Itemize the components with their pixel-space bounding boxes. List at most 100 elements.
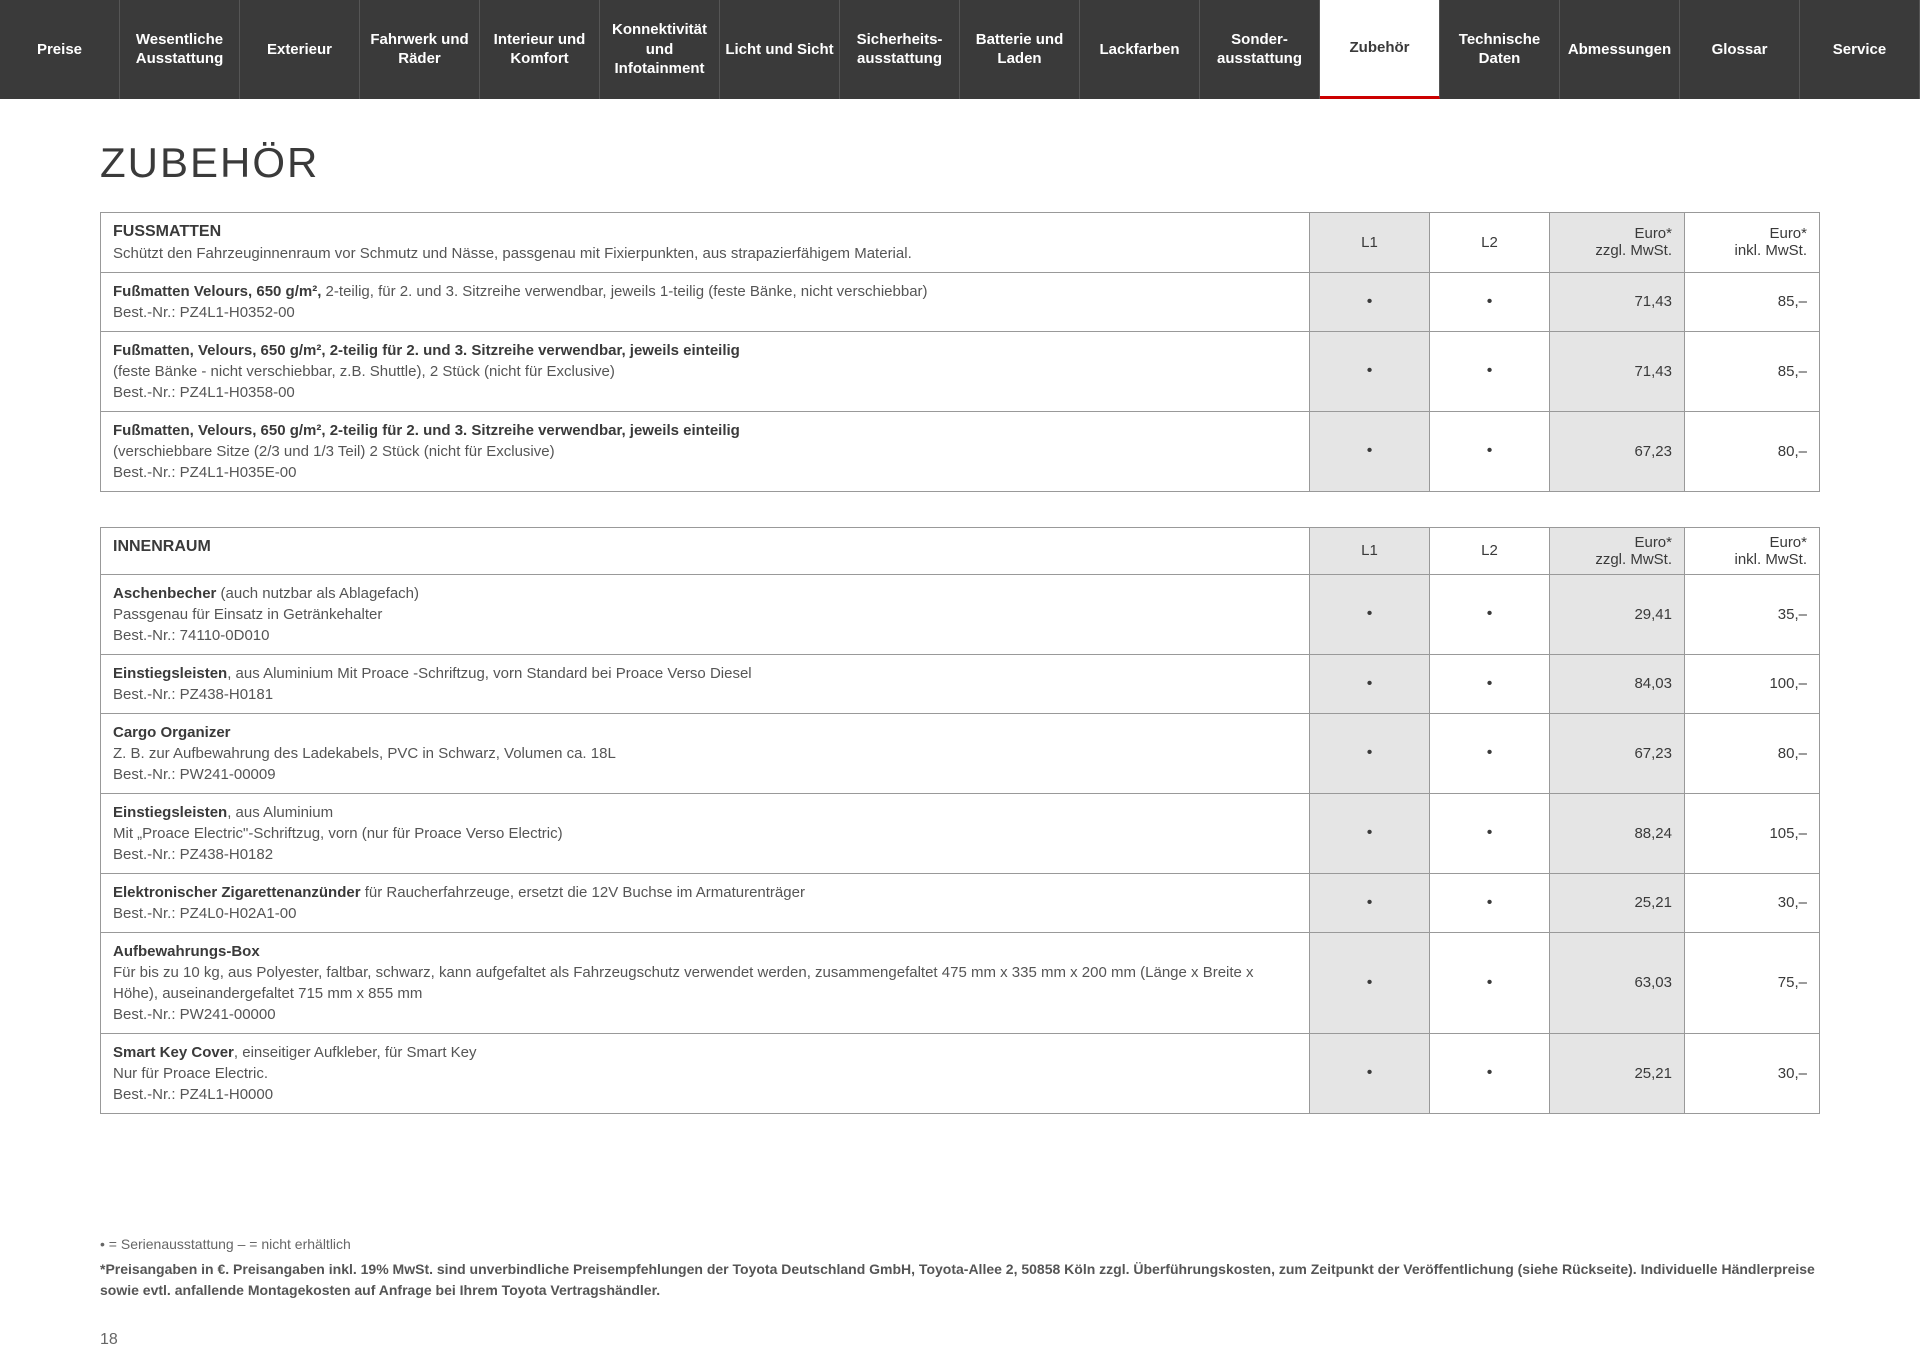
cell-price-incl: 85,– — [1684, 273, 1819, 331]
cell-l2: • — [1429, 874, 1549, 932]
table-header: FUSSMATTENSchützt den Fahrzeuginnenraum … — [101, 213, 1819, 273]
cell-l1: • — [1309, 273, 1429, 331]
best-nr: Best.-Nr.: PZ4L1-H0352-00 — [113, 302, 1297, 323]
item-line: Für bis zu 10 kg, aus Polyester, faltbar… — [113, 962, 1297, 1004]
table-row: Einstiegsleisten, aus Aluminium Mit Proa… — [101, 655, 1819, 714]
cell-price-excl: 84,03 — [1549, 655, 1684, 713]
cell-price-incl: 30,– — [1684, 1034, 1819, 1113]
item-title: Einstiegsleisten — [113, 804, 227, 821]
legend: • = Serienausstattung – = nicht erhältli… — [100, 1234, 1820, 1301]
cell-l2: • — [1429, 332, 1549, 411]
col-header-price-incl: Euro*inkl. MwSt. — [1684, 213, 1819, 272]
item-rest: , einseitiger Aufkleber, für Smart Key — [234, 1044, 477, 1061]
tab-sicherheits-ausstattung[interactable]: Sicherheits-ausstattung — [840, 0, 960, 99]
table-row: Fußmatten, Velours, 650 g/m², 2-teilig f… — [101, 412, 1819, 491]
row-desc: Fußmatten, Velours, 650 g/m², 2-teilig f… — [101, 332, 1309, 411]
cell-l2: • — [1429, 273, 1549, 331]
tab-preise[interactable]: Preise — [0, 0, 120, 99]
item-rest: , aus Aluminium — [227, 804, 333, 821]
cell-price-excl: 71,43 — [1549, 332, 1684, 411]
tab-batterie-und-laden[interactable]: Batterie und Laden — [960, 0, 1080, 99]
col-header-l2: L2 — [1429, 528, 1549, 574]
cell-l2: • — [1429, 575, 1549, 654]
tab-sonder-ausstattung[interactable]: Sonder-ausstattung — [1200, 0, 1320, 99]
cell-price-incl: 80,– — [1684, 714, 1819, 793]
best-nr: Best.-Nr.: PZ4L0-H02A1-00 — [113, 903, 1297, 924]
tab-technische-daten[interactable]: Technische Daten — [1440, 0, 1560, 99]
table-0: FUSSMATTENSchützt den Fahrzeuginnenraum … — [100, 212, 1820, 492]
cell-l2: • — [1429, 1034, 1549, 1113]
item-line: (verschiebbare Sitze (2/3 und 1/3 Teil) … — [113, 441, 1297, 462]
tab-wesentliche-ausstattung[interactable]: Wesentliche Ausstattung — [120, 0, 240, 99]
tab-zubeh-r[interactable]: Zubehör — [1320, 0, 1440, 99]
cell-price-incl: 75,– — [1684, 933, 1819, 1033]
cell-l1: • — [1309, 714, 1429, 793]
best-nr: Best.-Nr.: PW241-00000 — [113, 1004, 1297, 1025]
col-header-l1: L1 — [1309, 213, 1429, 272]
cell-price-incl: 35,– — [1684, 575, 1819, 654]
item-rest: , aus Aluminium Mit Proace -Schriftzug, … — [227, 665, 751, 682]
cell-price-excl: 63,03 — [1549, 933, 1684, 1033]
best-nr: Best.-Nr.: PZ438-H0181 — [113, 684, 1297, 705]
tab-licht-und-sicht[interactable]: Licht und Sicht — [720, 0, 840, 99]
item-line: Mit „Proace Electric"-Schriftzug, vorn (… — [113, 823, 1297, 844]
section-title: FUSSMATTEN — [113, 221, 1297, 243]
cell-l1: • — [1309, 874, 1429, 932]
item-rest: 2-teilig, für 2. und 3. Sitzreihe verwen… — [321, 283, 927, 300]
cell-price-excl: 67,23 — [1549, 714, 1684, 793]
tab-glossar[interactable]: Glossar — [1680, 0, 1800, 99]
section-subtitle: Schützt den Fahrzeuginnenraum vor Schmut… — [113, 243, 1297, 264]
table-row: Elektronischer Zigarettenanzünder für Ra… — [101, 874, 1819, 933]
cell-price-incl: 105,– — [1684, 794, 1819, 873]
cell-l1: • — [1309, 655, 1429, 713]
item-title: Fußmatten, Velours, 650 g/m², 2-teilig f… — [113, 422, 740, 439]
item-title: Smart Key Cover — [113, 1044, 234, 1061]
tab-lackfarben[interactable]: Lackfarben — [1080, 0, 1200, 99]
row-desc: Smart Key Cover, einseitiger Aufkleber, … — [101, 1034, 1309, 1113]
cell-l1: • — [1309, 575, 1429, 654]
cell-l1: • — [1309, 794, 1429, 873]
cell-price-incl: 100,– — [1684, 655, 1819, 713]
section-title: INNENRAUM — [113, 536, 1297, 558]
col-header-l1: L1 — [1309, 528, 1429, 574]
cell-price-excl: 88,24 — [1549, 794, 1684, 873]
item-rest: für Raucherfahrzeuge, ersetzt die 12V Bu… — [361, 884, 805, 901]
table-row: Fußmatten Velours, 650 g/m², 2-teilig, f… — [101, 273, 1819, 332]
legend-symbols: • = Serienausstattung – = nicht erhältli… — [100, 1234, 1820, 1255]
best-nr: Best.-Nr.: PZ438-H0182 — [113, 844, 1297, 865]
cell-l1: • — [1309, 1034, 1429, 1113]
row-desc: Aschenbecher (auch nutzbar als Ablagefac… — [101, 575, 1309, 654]
best-nr: Best.-Nr.: PZ4L1-H035E-00 — [113, 462, 1297, 483]
cell-price-excl: 25,21 — [1549, 874, 1684, 932]
cell-l1: • — [1309, 933, 1429, 1033]
cell-price-excl: 25,21 — [1549, 1034, 1684, 1113]
item-line: Z. B. zur Aufbewahrung des Ladekabels, P… — [113, 743, 1297, 764]
tab-exterieur[interactable]: Exterieur — [240, 0, 360, 99]
item-title: Aufbewahrungs-Box — [113, 943, 260, 960]
item-line: Nur für Proace Electric. — [113, 1063, 1297, 1084]
cell-l2: • — [1429, 794, 1549, 873]
tab-fahrwerk-und-r-der[interactable]: Fahrwerk und Räder — [360, 0, 480, 99]
cell-price-incl: 30,– — [1684, 874, 1819, 932]
tab-service[interactable]: Service — [1800, 0, 1920, 99]
table-row: Smart Key Cover, einseitiger Aufkleber, … — [101, 1034, 1819, 1113]
cell-l2: • — [1429, 714, 1549, 793]
table-row: Cargo OrganizerZ. B. zur Aufbewahrung de… — [101, 714, 1819, 794]
best-nr: Best.-Nr.: PW241-00009 — [113, 764, 1297, 785]
cell-price-incl: 80,– — [1684, 412, 1819, 491]
item-line: (feste Bänke - nicht verschiebbar, z.B. … — [113, 361, 1297, 382]
tab-konnektivit-t-und-infotainment[interactable]: Konnektivität und Infotainment — [600, 0, 720, 99]
row-desc: Aufbewahrungs-Box Für bis zu 10 kg, aus P… — [101, 933, 1309, 1033]
legend-disclaimer: *Preisangaben in €. Preisangaben inkl. 1… — [100, 1259, 1820, 1301]
tab-interieur-und-komfort[interactable]: Interieur und Komfort — [480, 0, 600, 99]
section-title-cell: FUSSMATTENSchützt den Fahrzeuginnenraum … — [101, 213, 1309, 272]
cell-l2: • — [1429, 412, 1549, 491]
row-desc: Fußmatten, Velours, 650 g/m², 2-teilig f… — [101, 412, 1309, 491]
item-title: Einstiegsleisten — [113, 665, 227, 682]
cell-price-excl: 29,41 — [1549, 575, 1684, 654]
col-header-l2: L2 — [1429, 213, 1549, 272]
best-nr: Best.-Nr.: PZ4L1-H0358-00 — [113, 382, 1297, 403]
col-header-price-excl: Euro*zzgl. MwSt. — [1549, 528, 1684, 574]
item-title: Elektronischer Zigarettenanzünder — [113, 884, 361, 901]
tab-abmessungen[interactable]: Abmessungen — [1560, 0, 1680, 99]
